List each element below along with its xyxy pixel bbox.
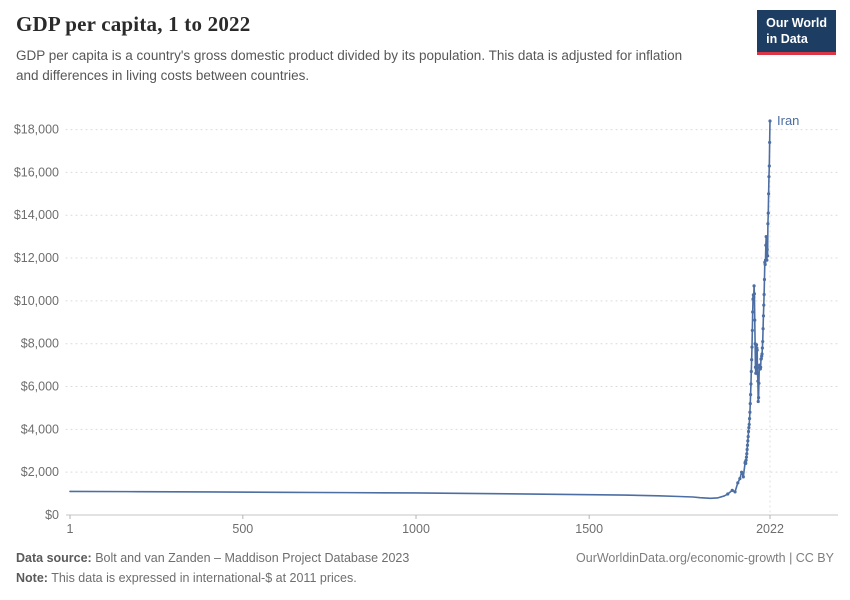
y-tick-label: $6,000 (21, 380, 59, 394)
footer-left: Data source: Bolt and van Zanden – Maddi… (16, 549, 409, 588)
x-tick-label: 1000 (402, 522, 430, 536)
data-point-marker (747, 417, 752, 421)
data-point-marker (750, 358, 754, 362)
data-point-marker (751, 310, 755, 314)
data-point-marker (749, 382, 753, 386)
data-point-marker (753, 365, 758, 369)
data-point-marker (765, 258, 769, 262)
page-title: GDP per capita, 1 to 2022 (16, 12, 251, 36)
chart-footer: Data source: Bolt and van Zanden – Maddi… (0, 539, 850, 600)
chart-area[interactable]: $0 $2,000 $4,000 $6,000 $8,000 $10,000 $12,000… (0, 91, 850, 546)
series-label-iran[interactable]: Iran (777, 113, 799, 128)
data-point-marker (745, 448, 749, 452)
data-point-marker (750, 345, 754, 349)
data-point-marker (762, 303, 766, 307)
y-tick-label: $4,000 (21, 422, 59, 436)
data-point-marker (746, 439, 750, 443)
data-point-marker (741, 475, 745, 479)
owid-logo[interactable]: Our World in Data (757, 10, 836, 55)
footer-attribution-link[interactable]: OurWorldinData.org/economic-growth | CC … (576, 551, 834, 566)
x-tick-label: 500 (232, 522, 253, 536)
chart-subtitle: GDP per capita is a country's gross dome… (16, 48, 683, 83)
chart-header: GDP per capita, 1 to 2022 GDP per capita… (0, 0, 850, 85)
data-point-marker (754, 356, 758, 360)
data-point-marker (762, 292, 766, 297)
data-point-marker (745, 452, 749, 456)
y-tick-label: $14,000 (14, 208, 59, 222)
data-point-marker (756, 396, 761, 400)
data-point-marker (738, 477, 742, 481)
data-point-marker (763, 262, 767, 267)
data-point-marker (765, 254, 770, 258)
data-point-marker (739, 470, 744, 474)
data-point-marker (745, 443, 750, 447)
data-point-marker (750, 328, 754, 333)
data-point-marker (760, 352, 764, 356)
footer-source-text: Bolt and van Zanden – Maddison Project D… (91, 551, 410, 566)
data-point-marker (766, 211, 770, 215)
data-point-marker (754, 343, 759, 347)
chart-svg[interactable]: $0 $2,000 $4,000 $6,000 $8,000 $10,000 $12,000… (0, 91, 850, 541)
data-point-marker (736, 481, 740, 485)
data-point-marker (759, 357, 763, 361)
data-point-marker (747, 422, 751, 427)
y-tick-label: $10,000 (14, 294, 59, 308)
data-point-marker (756, 400, 760, 404)
data-point-marker (760, 346, 764, 350)
data-point-marker (744, 458, 748, 462)
data-point-marker (744, 455, 749, 459)
data-point-marker (752, 292, 757, 296)
data-point-marker (755, 372, 760, 376)
y-tick-label: $2,000 (21, 465, 59, 479)
owid-logo-line2: in Data (766, 32, 808, 47)
x-tick-label: 2022 (756, 522, 784, 536)
data-point-marker (733, 490, 737, 494)
data-point-marker (749, 393, 753, 397)
data-point-marker (762, 277, 767, 282)
data-point-marker (753, 318, 757, 322)
y-tick-label: $18,000 (14, 123, 59, 137)
series-line-iran[interactable] (69, 120, 771, 500)
data-point-marker (730, 488, 734, 493)
data-point-marker (744, 461, 748, 466)
data-point-marker (746, 435, 750, 439)
data-point-marker (748, 410, 752, 414)
y-tick-label: $12,000 (14, 251, 59, 265)
data-point-marker (765, 248, 769, 252)
footer-note-line: Note: This data is expressed in internat… (16, 569, 409, 588)
footer-source-label: Data source: (16, 551, 92, 566)
data-point-marker (746, 430, 751, 434)
data-point-marker (757, 381, 761, 386)
data-point-marker (761, 327, 765, 331)
y-tick-label: $0 (45, 508, 59, 522)
data-point-marker (766, 222, 770, 226)
footer-note-label: Note: (16, 570, 48, 585)
footer-source-line: Data source: Bolt and van Zanden – Maddi… (16, 549, 409, 568)
x-tick-label: 1500 (575, 522, 603, 536)
data-point-marker (747, 426, 751, 430)
data-point-marker (764, 235, 768, 239)
data-point-marker (767, 164, 771, 168)
data-point-marker (761, 314, 766, 318)
footer-note-text: This data is expressed in international-… (47, 570, 357, 585)
data-point-marker (768, 119, 772, 123)
data-point-marker (761, 340, 765, 344)
data-point-marker (752, 284, 756, 288)
data-point-marker (764, 243, 768, 247)
data-point-marker (767, 192, 771, 196)
x-tick-label: 1 (67, 522, 74, 536)
data-point-marker (767, 175, 771, 179)
owid-logo-line1: Our World (766, 16, 827, 30)
data-point-marker (768, 140, 772, 145)
y-tick-label: $8,000 (21, 337, 59, 351)
data-point-marker (749, 370, 753, 374)
data-point-marker (726, 492, 730, 496)
data-point-marker (748, 402, 752, 406)
data-point-marker (752, 295, 756, 299)
y-tick-label: $16,000 (14, 166, 59, 180)
data-point-marker (759, 365, 763, 369)
data-point-marker (755, 348, 759, 352)
